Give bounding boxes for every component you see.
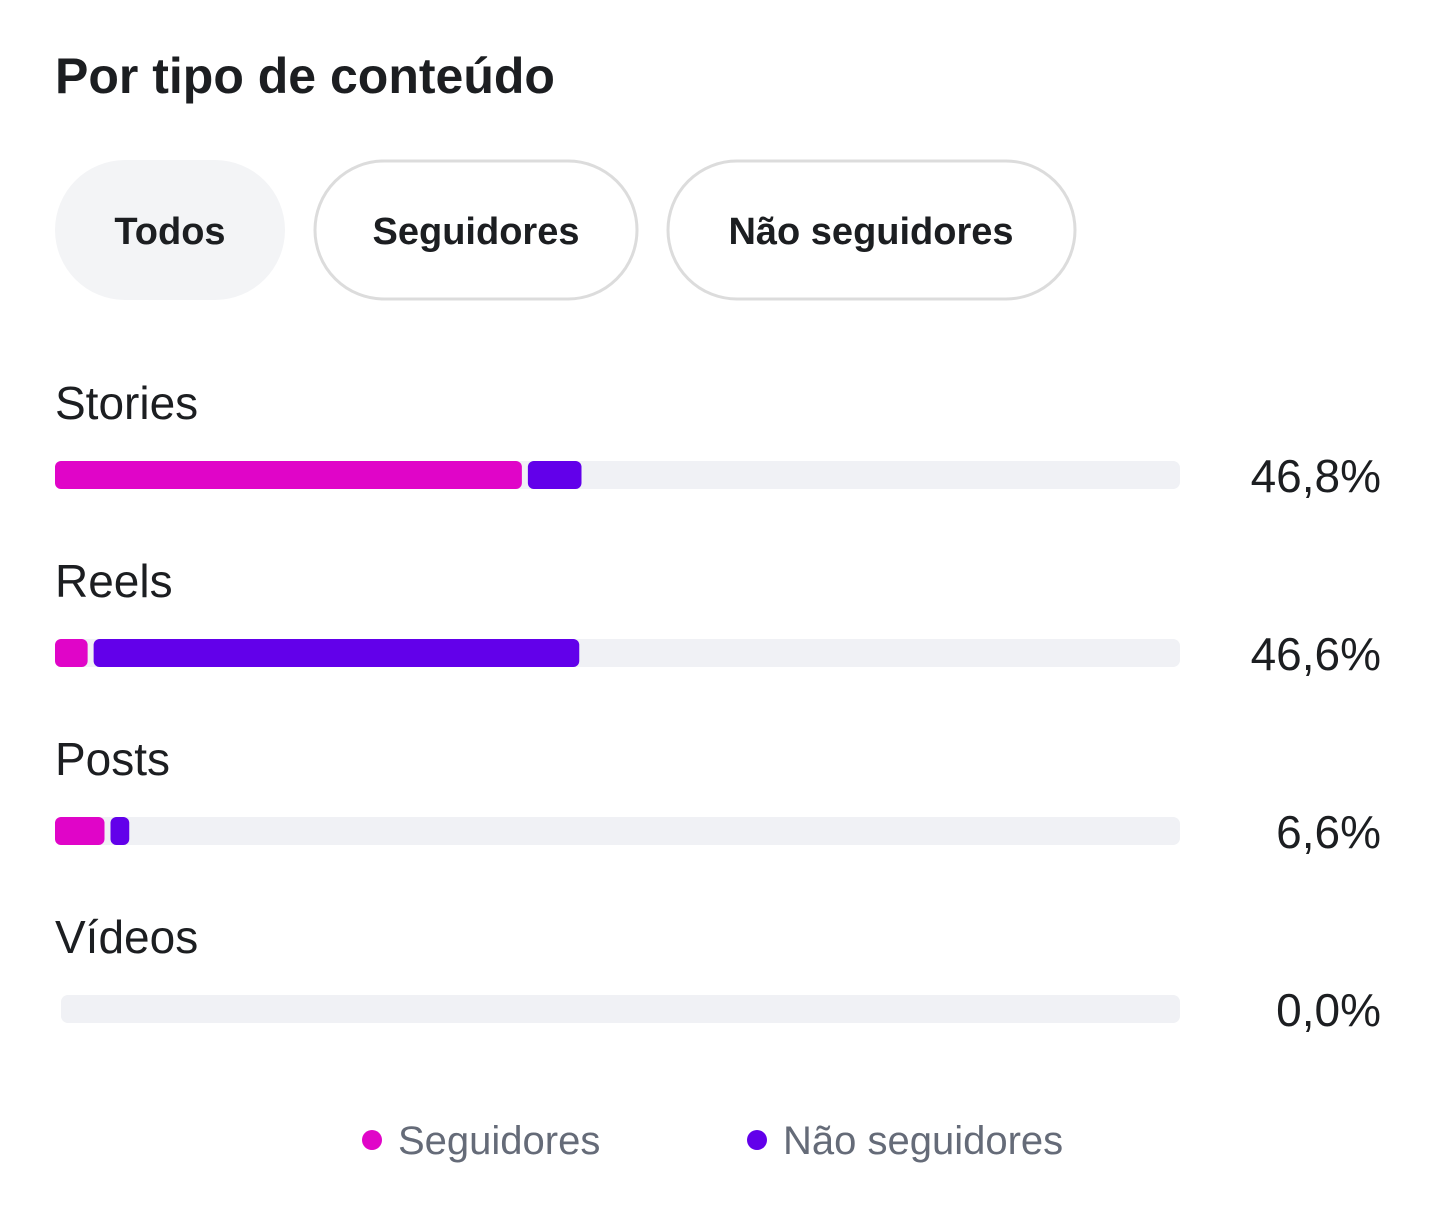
bar-segment <box>527 461 582 489</box>
total-label: 46,6% <box>1251 628 1381 680</box>
bar-segment <box>110 817 130 845</box>
category-label: Posts <box>55 733 170 785</box>
card-title: Por tipo de conteúdo <box>55 48 555 104</box>
tab[interactable]: Não seguidores <box>728 211 1013 253</box>
legend-label: Seguidores <box>398 1119 600 1163</box>
bar-track <box>61 995 1180 1023</box>
total-label: 46,8% <box>1251 450 1381 502</box>
tab[interactable]: Seguidores <box>373 211 580 253</box>
category-label: Stories <box>55 377 198 429</box>
bar-segment <box>55 817 105 845</box>
tab[interactable]: Todos <box>114 211 225 253</box>
bar-segment <box>55 461 522 489</box>
tab-bg <box>666 159 1077 301</box>
tab-bar: Todos Seguidores Não seguidores <box>55 159 1077 301</box>
legend-swatch <box>362 1130 382 1150</box>
legend-swatch <box>747 1130 767 1150</box>
total-label: 6,6% <box>1276 806 1381 858</box>
bar-track <box>61 817 1180 845</box>
category-label: Reels <box>55 555 173 607</box>
tab-selected-bg <box>55 160 285 300</box>
bar-segment <box>55 639 88 667</box>
total-label: 0,0% <box>1276 984 1381 1036</box>
bar-segment <box>93 639 580 667</box>
tab-bg <box>313 159 639 301</box>
category-label: Vídeos <box>55 911 198 963</box>
legend-label: Não seguidores <box>783 1119 1063 1163</box>
